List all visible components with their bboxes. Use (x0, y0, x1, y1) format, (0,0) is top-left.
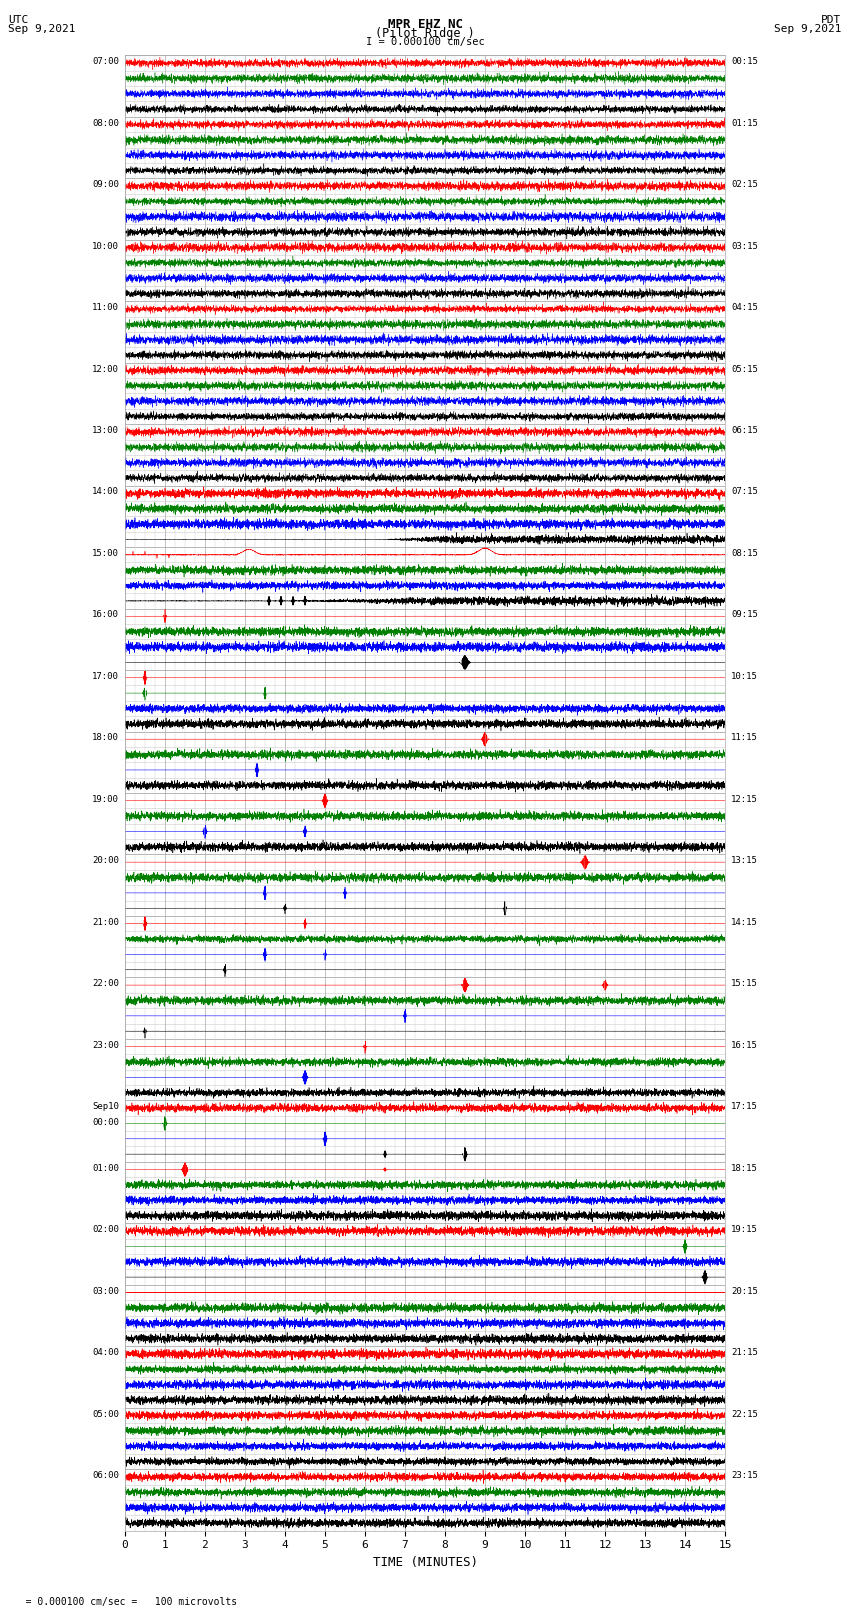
Text: 18:15: 18:15 (731, 1163, 758, 1173)
Text: 01:00: 01:00 (92, 1163, 119, 1173)
Text: 23:00: 23:00 (92, 1040, 119, 1050)
Text: 10:00: 10:00 (92, 242, 119, 250)
Text: 17:15: 17:15 (731, 1102, 758, 1111)
Text: PDT: PDT (821, 15, 842, 24)
Text: (Pilot Ridge ): (Pilot Ridge ) (375, 27, 475, 40)
Text: 22:00: 22:00 (92, 979, 119, 989)
Text: 18:00: 18:00 (92, 734, 119, 742)
Text: 12:00: 12:00 (92, 365, 119, 374)
Text: 02:15: 02:15 (731, 181, 758, 189)
Text: Sep 9,2021: Sep 9,2021 (774, 24, 842, 34)
Text: 05:15: 05:15 (731, 365, 758, 374)
Text: 10:15: 10:15 (731, 673, 758, 681)
Text: 22:15: 22:15 (731, 1410, 758, 1418)
Text: 23:15: 23:15 (731, 1471, 758, 1481)
Text: 15:15: 15:15 (731, 979, 758, 989)
Text: Sep10: Sep10 (92, 1102, 119, 1111)
Text: 00:00: 00:00 (92, 1118, 119, 1126)
Text: 11:15: 11:15 (731, 734, 758, 742)
Text: 00:15: 00:15 (731, 56, 758, 66)
Text: 01:15: 01:15 (731, 119, 758, 127)
Text: 06:15: 06:15 (731, 426, 758, 436)
Text: 21:00: 21:00 (92, 918, 119, 927)
Text: 06:00: 06:00 (92, 1471, 119, 1481)
Text: 03:00: 03:00 (92, 1287, 119, 1295)
Text: 14:00: 14:00 (92, 487, 119, 497)
Text: 05:00: 05:00 (92, 1410, 119, 1418)
Text: 14:15: 14:15 (731, 918, 758, 927)
Text: 20:15: 20:15 (731, 1287, 758, 1295)
Text: 16:00: 16:00 (92, 610, 119, 619)
Text: 09:00: 09:00 (92, 181, 119, 189)
Text: 08:15: 08:15 (731, 548, 758, 558)
Text: 11:00: 11:00 (92, 303, 119, 311)
Text: MPR EHZ NC: MPR EHZ NC (388, 18, 462, 31)
Text: Sep 9,2021: Sep 9,2021 (8, 24, 76, 34)
Text: 15:00: 15:00 (92, 548, 119, 558)
Text: 03:15: 03:15 (731, 242, 758, 250)
Text: 12:15: 12:15 (731, 795, 758, 803)
Text: 07:15: 07:15 (731, 487, 758, 497)
Text: 13:00: 13:00 (92, 426, 119, 436)
Text: UTC: UTC (8, 15, 29, 24)
X-axis label: TIME (MINUTES): TIME (MINUTES) (372, 1557, 478, 1569)
Text: 04:15: 04:15 (731, 303, 758, 311)
Text: 16:15: 16:15 (731, 1040, 758, 1050)
Text: 02:00: 02:00 (92, 1226, 119, 1234)
Text: 17:00: 17:00 (92, 673, 119, 681)
Text: 08:00: 08:00 (92, 119, 119, 127)
Text: 09:15: 09:15 (731, 610, 758, 619)
Text: I = 0.000100 cm/sec: I = 0.000100 cm/sec (366, 37, 484, 47)
Text: = 0.000100 cm/sec =   100 microvolts: = 0.000100 cm/sec = 100 microvolts (8, 1597, 238, 1607)
Text: 13:15: 13:15 (731, 857, 758, 865)
Text: 21:15: 21:15 (731, 1348, 758, 1357)
Text: 07:00: 07:00 (92, 56, 119, 66)
Text: 19:15: 19:15 (731, 1226, 758, 1234)
Text: 04:00: 04:00 (92, 1348, 119, 1357)
Text: 20:00: 20:00 (92, 857, 119, 865)
Text: 19:00: 19:00 (92, 795, 119, 803)
